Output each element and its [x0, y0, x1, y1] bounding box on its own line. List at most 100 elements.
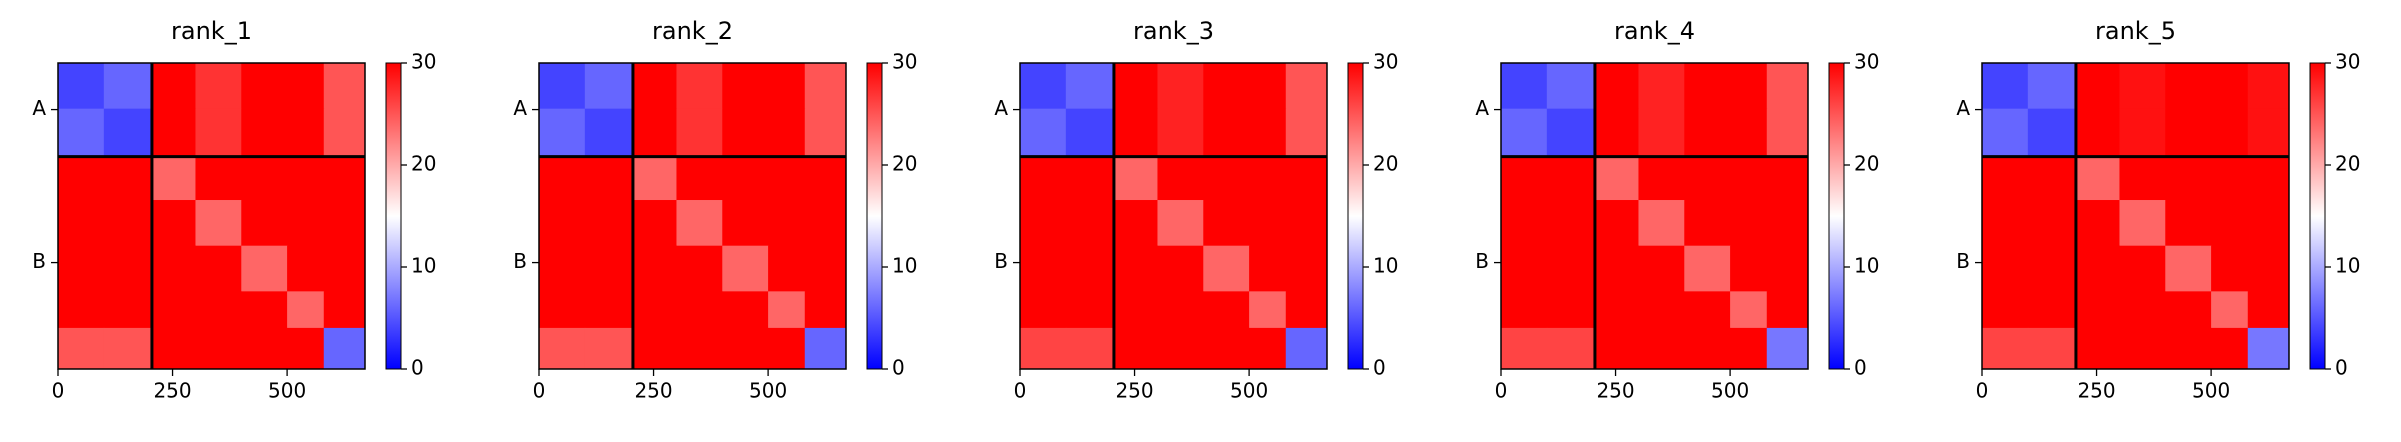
colorbar-tick-label: 20: [411, 152, 436, 176]
panel-title: rank_2: [652, 17, 733, 45]
heat-cell: [195, 63, 242, 110]
heat-cell: [632, 63, 677, 110]
heat-cell: [1020, 156, 1067, 201]
heat-cell: [1546, 63, 1596, 110]
heat-cell: [1638, 63, 1685, 110]
colorbar-tick-label: 30: [892, 50, 917, 74]
heat-cell: [768, 245, 806, 292]
heat-cell: [1113, 156, 1158, 201]
heat-cell: [2027, 245, 2077, 292]
heat-cell: [1157, 108, 1204, 158]
heat-cell: [103, 327, 153, 370]
heat-cell: [241, 156, 288, 201]
colorbar-tick-label: 20: [2335, 152, 2360, 176]
heat-cell: [1766, 245, 1809, 292]
heat-cell: [1203, 156, 1250, 201]
heat-cell: [1249, 63, 1287, 110]
heat-cell: [1638, 245, 1685, 292]
heat-cell: [1249, 156, 1287, 201]
heat-cell: [323, 63, 366, 110]
heat-cell: [1594, 108, 1639, 158]
heat-cell: [323, 156, 366, 201]
heat-cell: [2119, 63, 2166, 110]
heat-cell: [1203, 245, 1250, 292]
heat-cell: [323, 108, 366, 158]
heat-cell: [539, 156, 586, 201]
heat-cell: [1730, 200, 1768, 247]
heat-cell: [241, 63, 288, 110]
heat-cell: [58, 245, 105, 292]
heat-cell: [1113, 245, 1158, 292]
heat-cell: [539, 108, 586, 158]
y-tick-label: B: [32, 249, 46, 273]
heat-cell: [2211, 108, 2249, 158]
x-tick-label: 500: [1711, 379, 1749, 403]
heat-cell: [1594, 327, 1639, 370]
heat-cell: [1249, 327, 1287, 370]
heat-cell: [1684, 327, 1731, 370]
heat-cell: [103, 200, 153, 247]
heat-cell: [1113, 327, 1158, 370]
colorbar: [866, 62, 883, 370]
heat-cell: [1501, 108, 1548, 158]
heat-cell: [2247, 245, 2290, 292]
heat-cell: [1730, 327, 1768, 370]
heat-cell: [1113, 63, 1158, 110]
heat-cell: [1982, 200, 2029, 247]
heat-cell: [241, 291, 288, 329]
heat-cell: [632, 245, 677, 292]
heat-cell: [1113, 200, 1158, 247]
y-tick-label: A: [32, 96, 46, 120]
panel-title: rank_5: [2095, 17, 2176, 45]
heat-cell: [195, 156, 242, 201]
heat-cell: [1203, 108, 1250, 158]
heat-cell: [1594, 156, 1639, 201]
plot-frame: [1019, 62, 1328, 370]
heat-cell: [1285, 245, 1328, 292]
heat-cell: [1594, 245, 1639, 292]
heat-cell: [768, 327, 806, 370]
heat-cell: [1065, 63, 1115, 110]
heat-cell: [2165, 156, 2212, 201]
heat-cell: [2027, 156, 2077, 201]
x-tick-label: 0: [1014, 379, 1027, 403]
y-tick-label: A: [1475, 96, 1489, 120]
colorbar-tick-label: 0: [411, 356, 424, 380]
heat-cell: [632, 200, 677, 247]
heat-cell: [195, 200, 242, 247]
heat-cell: [584, 327, 634, 370]
heat-cell: [1684, 200, 1731, 247]
heat-cell: [584, 156, 634, 201]
heat-cell: [1982, 156, 2029, 201]
heat-cell: [768, 156, 806, 201]
heat-cell: [539, 200, 586, 247]
heat-cell: [584, 108, 634, 158]
heat-cell: [241, 108, 288, 158]
heat-cell: [2075, 156, 2120, 201]
heat-cell: [2247, 327, 2290, 370]
heat-cell: [1249, 200, 1287, 247]
panel: rank_2 0 250 500 A B 0 10 20 30: [513, 17, 917, 403]
heat-cell: [2211, 156, 2249, 201]
heat-cell: [58, 291, 105, 329]
heat-cell: [195, 291, 242, 329]
heat-cell: [58, 200, 105, 247]
heat-cell: [2247, 291, 2290, 329]
heat-cell: [632, 291, 677, 329]
heat-cell: [1594, 200, 1639, 247]
heat-cell: [151, 200, 196, 247]
heat-cell: [804, 200, 847, 247]
heat-cell: [151, 63, 196, 110]
heat-cell: [1285, 327, 1328, 370]
heat-cell: [1638, 156, 1685, 201]
heat-cell: [151, 291, 196, 329]
heat-cell: [1285, 156, 1328, 201]
heat-cell: [1546, 327, 1596, 370]
heat-cell: [804, 108, 847, 158]
heat-cell: [584, 245, 634, 292]
colorbar: [385, 62, 402, 370]
heat-cell: [2165, 63, 2212, 110]
heat-cell: [2027, 63, 2077, 110]
heat-cell: [632, 108, 677, 158]
heat-cell: [1638, 108, 1685, 158]
